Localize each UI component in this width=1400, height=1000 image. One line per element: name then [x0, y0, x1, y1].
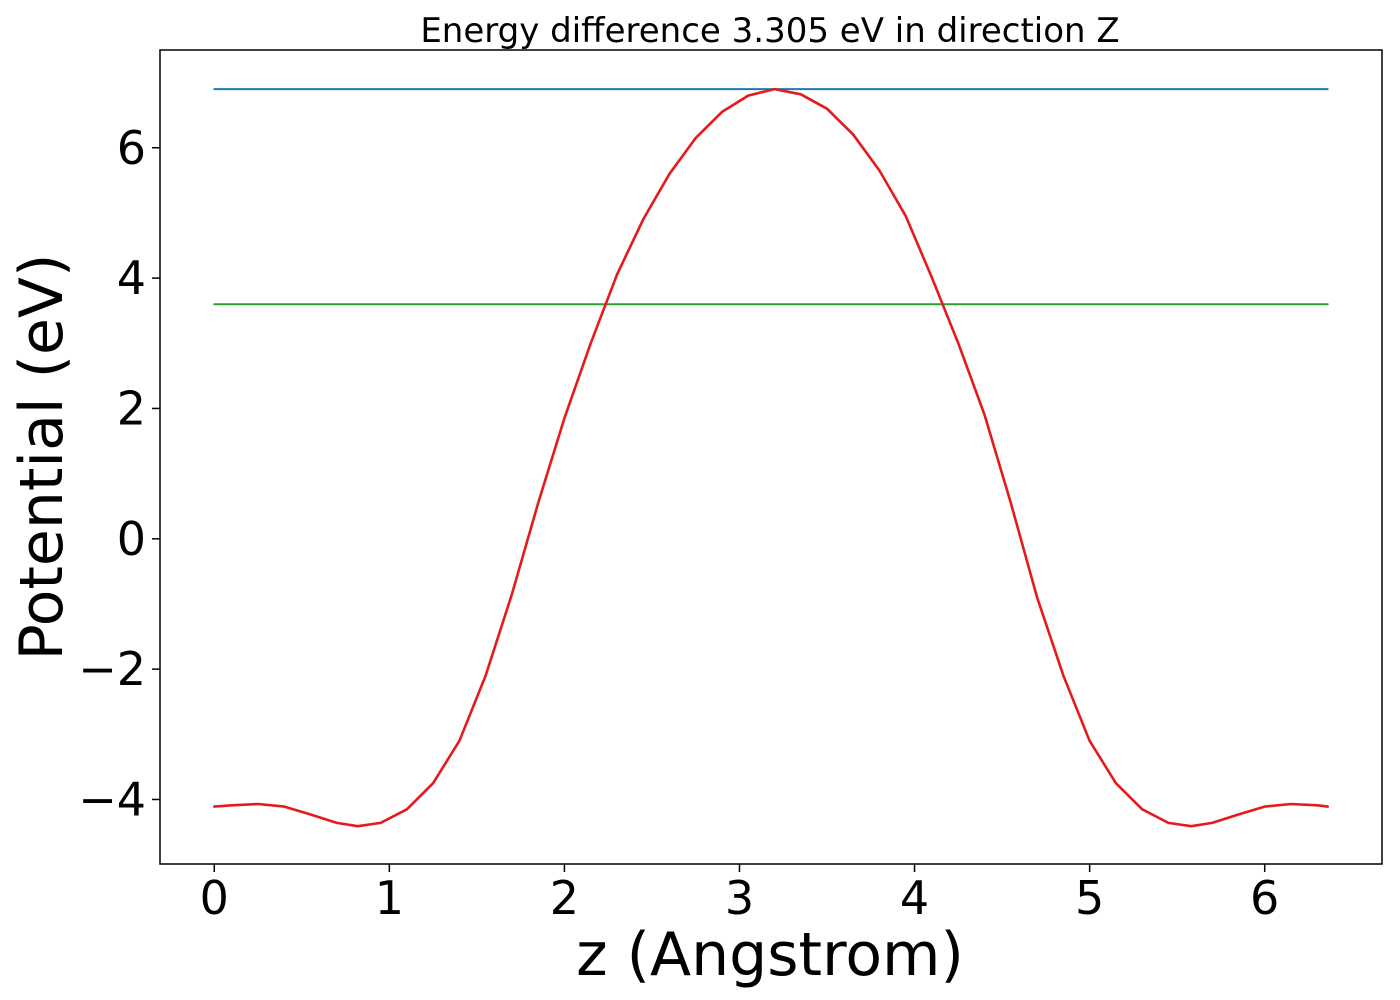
x-tick-label: 0 — [200, 871, 229, 925]
y-tick-label: 6 — [117, 121, 146, 175]
y-tick-label: −2 — [78, 642, 146, 696]
x-axis: 0 1 2 3 4 5 6 — [200, 864, 1279, 925]
y-tick-label: 0 — [117, 512, 146, 566]
y-axis: −4 −2 0 2 4 6 — [78, 121, 160, 826]
chart-title: Energy difference 3.305 eV in direction … — [420, 11, 1119, 51]
x-tick-label: 3 — [725, 871, 754, 925]
x-tick-label: 6 — [1250, 871, 1279, 925]
y-tick-label: 4 — [117, 251, 146, 305]
series-line-potential — [213, 87, 1329, 828]
plot-area — [213, 87, 1329, 828]
x-tick-label: 1 — [375, 871, 404, 925]
plot-frame — [159, 49, 1383, 865]
y-axis-title: Potential (eV) — [7, 254, 77, 661]
x-tick-label: 4 — [900, 871, 929, 925]
x-axis-title: z (Angstrom) — [576, 920, 964, 990]
x-tick-label: 5 — [1075, 871, 1104, 925]
y-tick-label: −4 — [78, 772, 146, 826]
x-tick-label: 2 — [550, 871, 579, 925]
y-tick-label: 2 — [117, 381, 146, 435]
